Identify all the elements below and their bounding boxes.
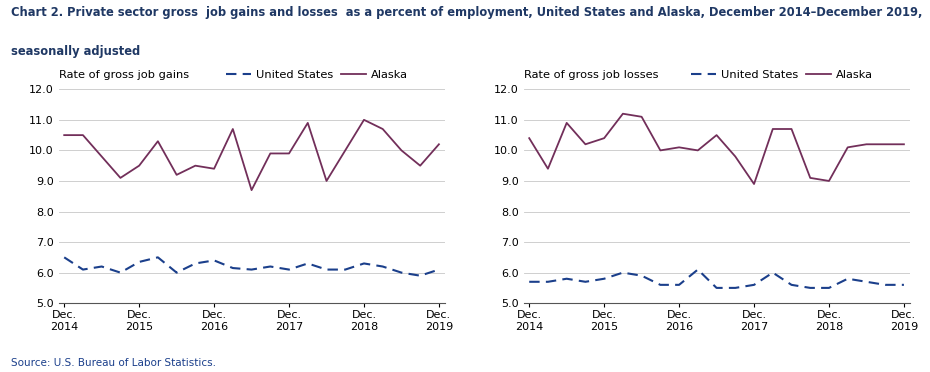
Text: Rate of gross job losses: Rate of gross job losses — [524, 70, 658, 80]
Text: Source: U.S. Bureau of Labor Statistics.: Source: U.S. Bureau of Labor Statistics. — [11, 358, 216, 368]
Text: Chart 2. Private sector gross  job gains and losses  as a percent of employment,: Chart 2. Private sector gross job gains … — [11, 6, 923, 19]
Text: seasonally adjusted: seasonally adjusted — [11, 45, 140, 58]
Legend: United States, Alaska: United States, Alaska — [691, 70, 873, 80]
Text: Rate of gross job gains: Rate of gross job gains — [59, 70, 189, 80]
Legend: United States, Alaska: United States, Alaska — [226, 70, 408, 80]
